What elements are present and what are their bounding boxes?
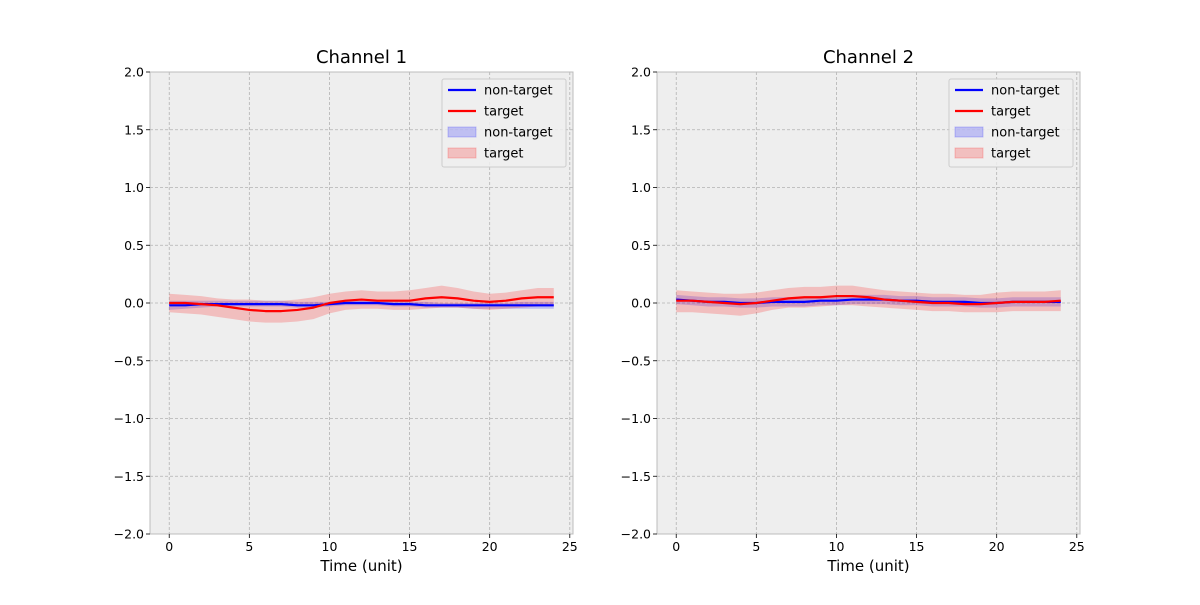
legend-label: target xyxy=(484,105,524,120)
y-tick-label: 1.0 xyxy=(631,180,651,195)
series-line-target-2 xyxy=(676,294,1061,306)
legend-patch-swatch xyxy=(447,126,477,138)
x-tick-label: 15 xyxy=(909,539,925,554)
y-tick-label: −1.5 xyxy=(114,469,144,484)
chart-title: Channel 1 xyxy=(316,47,407,68)
x-tick-label: 0 xyxy=(165,539,173,554)
y-tick-label: −1.0 xyxy=(114,411,144,426)
legend-label: target xyxy=(484,147,524,162)
y-tick-label: −0.5 xyxy=(621,353,651,368)
y-tick-label: −2.0 xyxy=(621,527,651,542)
y-tick-label: 2.0 xyxy=(124,65,144,80)
legend-box xyxy=(948,78,1074,168)
x-tick-label: 10 xyxy=(322,539,338,554)
x-tick-label: 20 xyxy=(989,539,1005,554)
band-target-1 xyxy=(169,285,554,323)
y-tick-label: 0.5 xyxy=(631,238,651,253)
legend-patch-swatch xyxy=(447,147,477,159)
legend-label: non-target xyxy=(484,84,553,99)
legend-label: non-target xyxy=(991,126,1060,141)
legend-label: target xyxy=(991,147,1031,162)
y-tick-label: 0.5 xyxy=(124,238,144,253)
y-tick-label: −2.0 xyxy=(114,527,144,542)
series-line-target-1 xyxy=(169,296,554,313)
legend-label: target xyxy=(991,105,1031,120)
x-tick-label: 10 xyxy=(829,539,845,554)
y-tick-label: 0.0 xyxy=(124,296,144,311)
y-tick-label: −1.0 xyxy=(621,411,651,426)
x-axis-label: Time (unit) xyxy=(826,557,909,575)
y-tick-label: 1.0 xyxy=(124,180,144,195)
y-tick-label: −1.5 xyxy=(621,469,651,484)
y-tick-label: 0.0 xyxy=(631,296,651,311)
legend: non-target target non-target target xyxy=(948,78,1074,168)
chart-panel-2: 0 5 10 15 20 25 −2.0 −1.5 −1.0 −0.5 0.0 0.5 1.0 1.5 2.… xyxy=(621,47,1085,575)
x-axis-label: Time (unit) xyxy=(319,557,402,575)
legend-label: non-target xyxy=(484,126,553,141)
y-tick-label: −0.5 xyxy=(114,353,144,368)
legend-label: non-target xyxy=(991,84,1060,99)
x-tick-label: 25 xyxy=(1069,539,1085,554)
x-tick-label: 15 xyxy=(402,539,418,554)
band-target-2 xyxy=(676,285,1061,316)
y-tick-label: 2.0 xyxy=(631,65,651,80)
y-tick-label: 1.5 xyxy=(631,122,651,137)
x-tick-label: 20 xyxy=(482,539,498,554)
legend: non-target target non-target target xyxy=(441,78,567,168)
y-tick-label: 1.5 xyxy=(124,122,144,137)
x-tick-label: 0 xyxy=(672,539,680,554)
chart-title: Channel 2 xyxy=(823,47,914,68)
x-tick-label: 5 xyxy=(245,539,253,554)
x-tick-label: 5 xyxy=(752,539,760,554)
legend-box xyxy=(441,78,567,168)
series-line-non-target-1 xyxy=(169,301,554,307)
legend-patch-swatch xyxy=(954,147,984,159)
legend-patch-swatch xyxy=(954,126,984,138)
chart-panel-1: 0 5 10 15 20 25 −2.0 −1.5 −1.0 −0.5 0.0 0.5 1.0 1.5 2.… xyxy=(114,47,578,575)
x-tick-label: 25 xyxy=(562,539,578,554)
band-non-target-1 xyxy=(169,300,554,310)
